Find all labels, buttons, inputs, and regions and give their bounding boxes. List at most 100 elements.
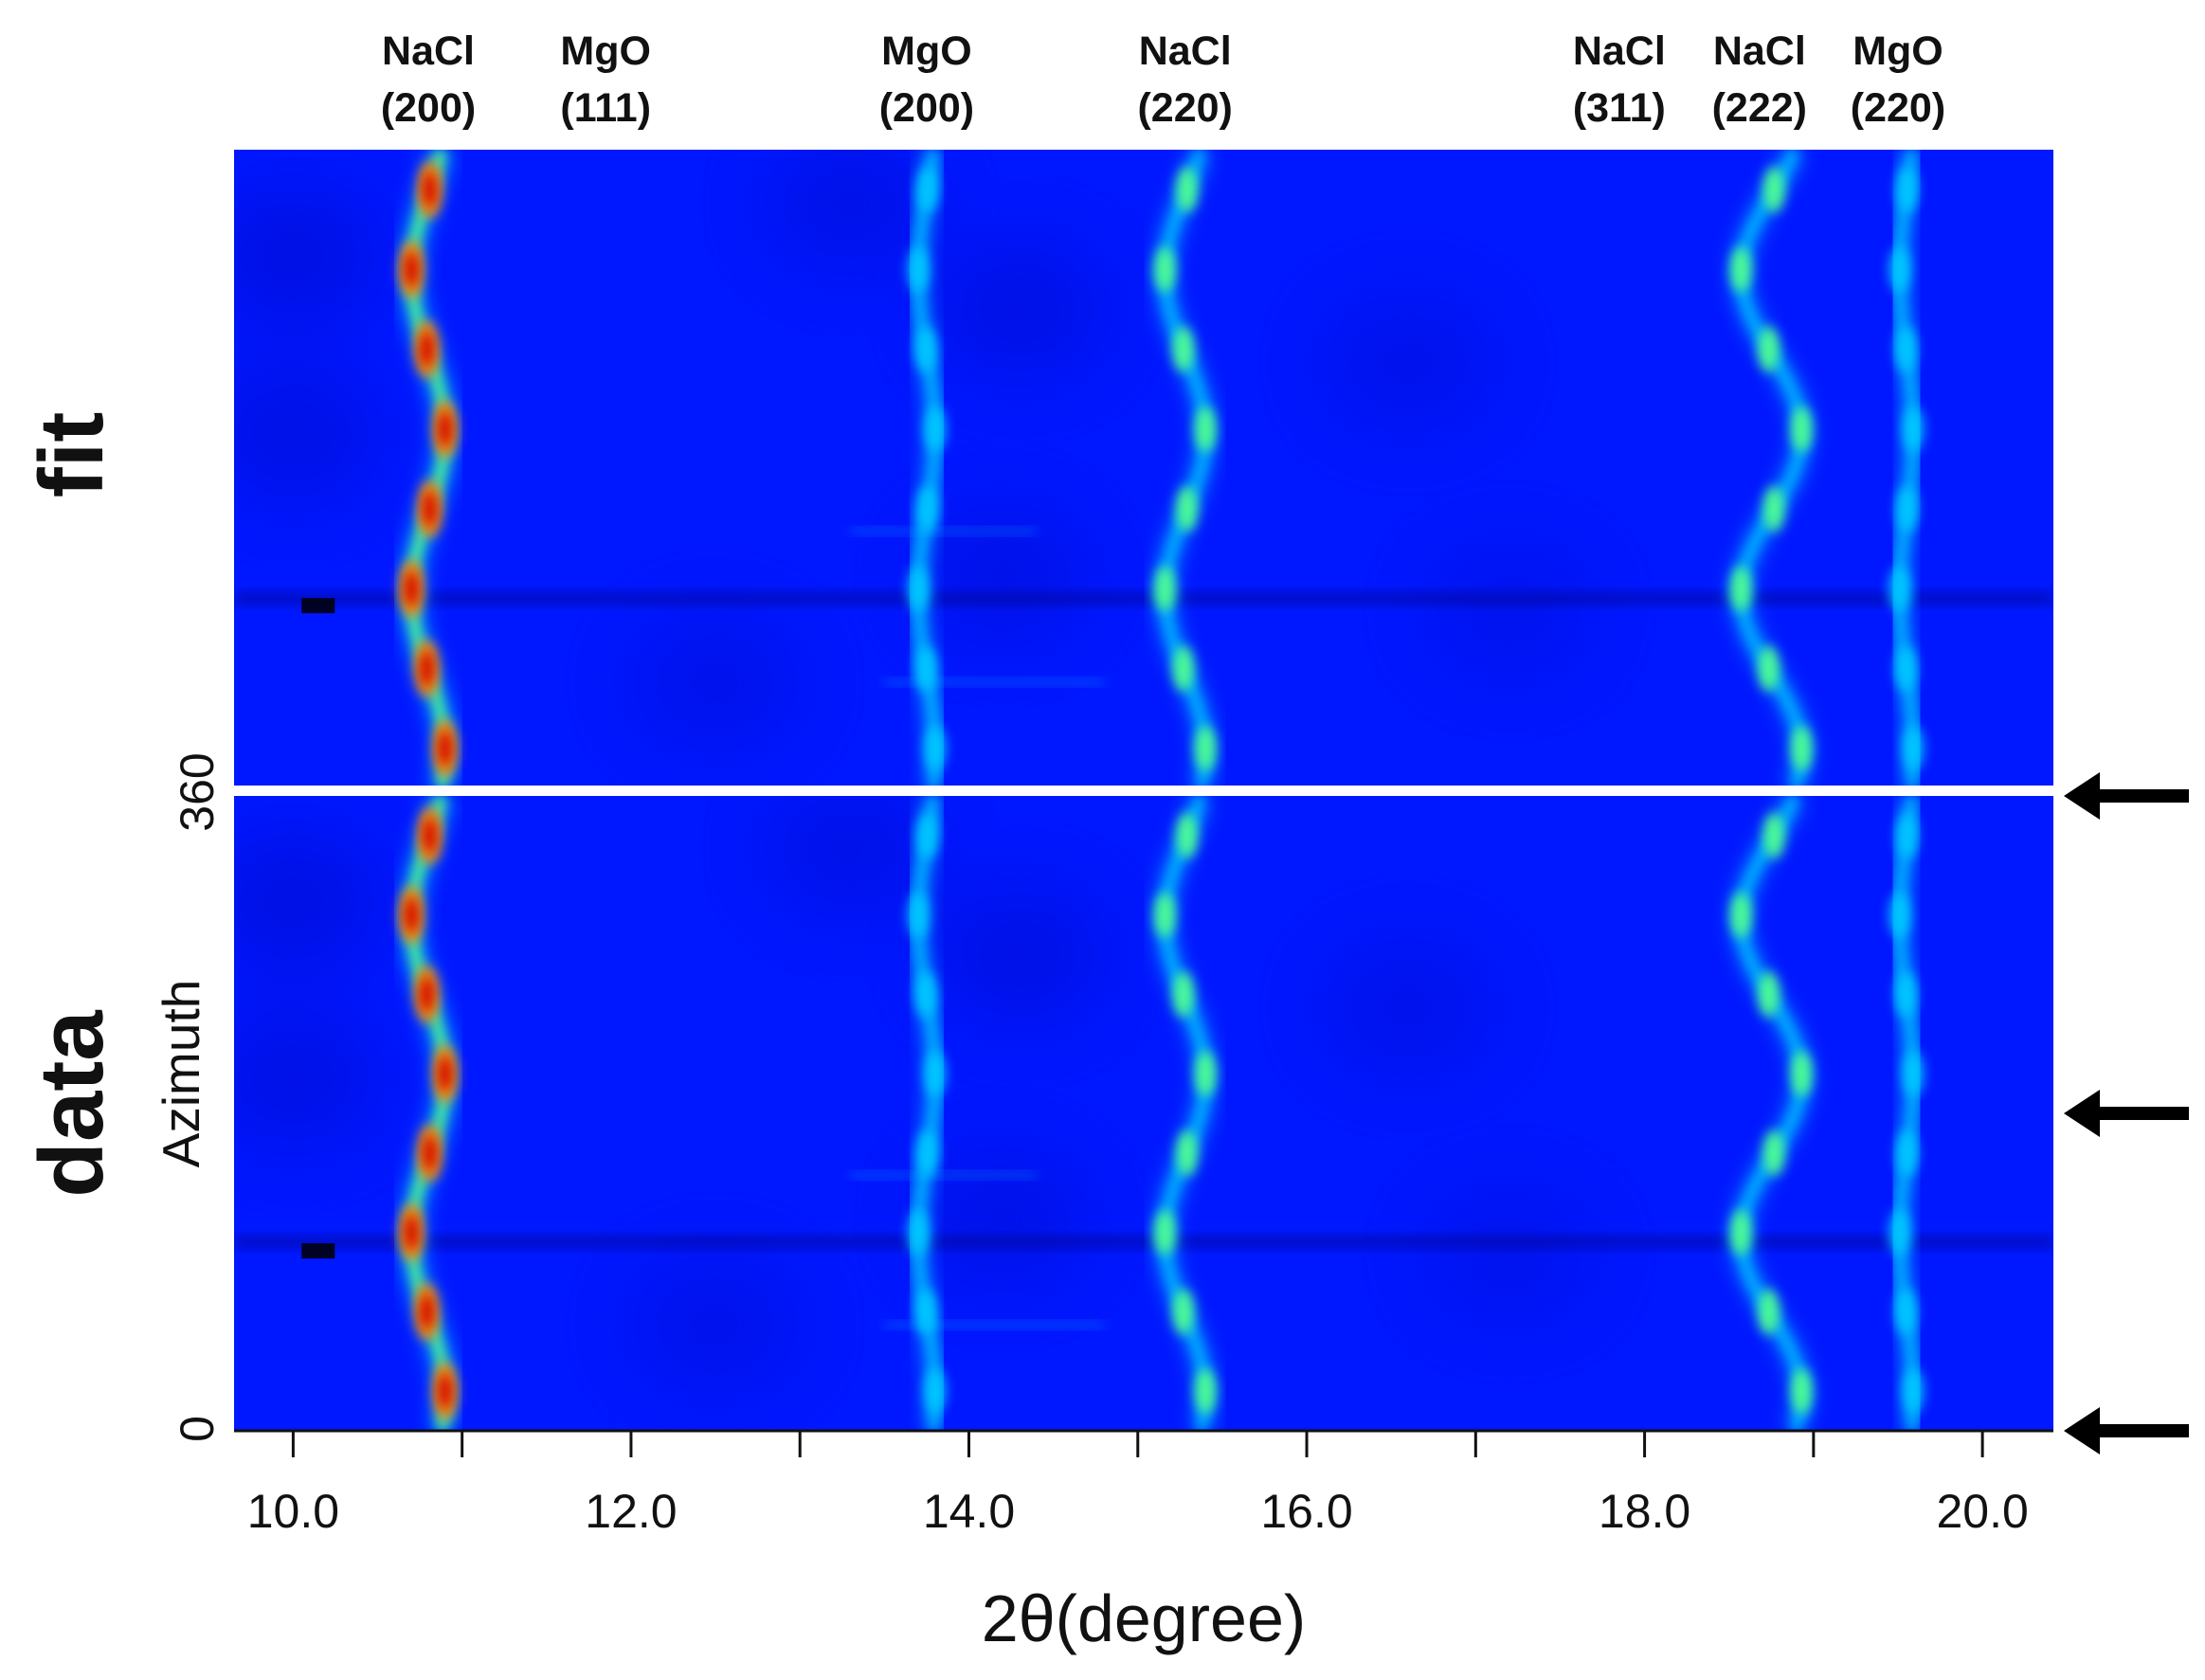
- peak-line-nacl-200: [396, 150, 461, 788]
- peak-hotspot: [1889, 246, 1910, 293]
- streak-1: [884, 678, 1105, 685]
- peak-labels: NaCl (200) MgO (111) MgO (200) NaCl (220) NaCl (3…: [381, 28, 1945, 131]
- x-tick-label-0: 10.0: [247, 1485, 339, 1538]
- peak-hotspot-core: [423, 1135, 437, 1170]
- peak-hotspot: [915, 1289, 937, 1335]
- peak-hotspot: [1791, 1368, 1813, 1415]
- background-shade-2: [765, 796, 936, 915]
- peak-hotspot: [1763, 486, 1785, 533]
- peak-hotspot: [1194, 406, 1216, 452]
- x-tick-label-2: 14.0: [923, 1485, 1015, 1538]
- data-panel-content: [234, 796, 2053, 1431]
- background-shade-5: [1322, 296, 1493, 429]
- peak-hotspot-core: [420, 332, 434, 367]
- peak-label-hkl-0: (200): [381, 85, 476, 131]
- peak-label-hkl-4: (311): [1573, 85, 1666, 131]
- peak-hotspot: [1176, 486, 1198, 533]
- background-shade-1: [234, 1011, 379, 1145]
- peak-hotspot: [1730, 1209, 1752, 1255]
- beamstop-marker: [301, 1243, 335, 1259]
- streak-1: [884, 1322, 1105, 1328]
- peak-hotspot: [1889, 1209, 1910, 1255]
- peak-hotspot: [915, 971, 937, 1018]
- peak-hotspot: [1758, 1289, 1780, 1335]
- arrow-0: [2064, 772, 2189, 820]
- peak-hotspot: [1889, 892, 1910, 938]
- peak-hotspot: [1730, 892, 1752, 938]
- peak-line-nacl-220: [1152, 150, 1219, 788]
- x-tick-label-5: 20.0: [1936, 1485, 2028, 1538]
- peak-line-nacl-222: [1728, 796, 1815, 1431]
- peak-label-phase-0: NaCl: [382, 28, 475, 74]
- peak-hotspot-core: [438, 731, 452, 766]
- peak-hotspot: [1758, 971, 1780, 1018]
- x-axis-title: 2θ(degree): [982, 1581, 1306, 1655]
- peak-label-phase-2: MgO: [881, 28, 972, 74]
- peak-label-hkl-3: (220): [1137, 85, 1232, 131]
- peak-hotspot: [1176, 812, 1198, 858]
- peak-label-hkl-1: (111): [560, 85, 651, 131]
- peak-hotspot: [1791, 406, 1813, 452]
- peak-hotspot: [924, 1368, 946, 1415]
- peak-hotspot: [1895, 645, 1917, 692]
- peak-label-phase-4: NaCl: [1573, 28, 1666, 74]
- peak-hotspot-core: [420, 977, 434, 1012]
- background-shade-2: [765, 150, 936, 270]
- background-shade-0: [234, 835, 379, 968]
- streak-0: [850, 528, 1037, 534]
- background-shade-6: [630, 615, 802, 749]
- background-shade-4: [917, 1152, 1089, 1286]
- peak-label-phase-3: NaCl: [1139, 28, 1232, 74]
- peak-hotspot-core: [420, 651, 434, 686]
- peak-hotspot: [1758, 645, 1780, 692]
- peak-hotspot: [1194, 725, 1216, 771]
- peak-hotspot: [1176, 1129, 1198, 1176]
- peak-hotspot: [1758, 326, 1780, 372]
- y-tick-label-360: 360: [171, 752, 224, 831]
- background-shade-1: [234, 367, 379, 500]
- peak-hotspot: [1154, 566, 1176, 612]
- peak-hotspot: [1791, 725, 1813, 771]
- peak-hotspot: [1896, 1129, 1918, 1176]
- peak-hotspot: [908, 1209, 930, 1255]
- peak-hotspot: [915, 326, 937, 372]
- arrow-1: [2064, 1090, 2189, 1137]
- peak-hotspot-core: [438, 411, 452, 446]
- peak-hotspot-core: [423, 492, 437, 527]
- peak-hotspot: [916, 486, 938, 533]
- x-tick-label-3: 16.0: [1260, 1485, 1352, 1538]
- peak-hotspot: [915, 645, 937, 692]
- peak-hotspot-core: [405, 571, 419, 606]
- background-shade-3: [933, 243, 1105, 376]
- background-shade-3: [933, 888, 1105, 1021]
- peak-hotspot: [924, 406, 946, 452]
- peak-line-nacl-222: [1728, 150, 1815, 788]
- peak-hotspot: [924, 725, 946, 771]
- peak-hotspot: [1903, 1368, 1925, 1415]
- arrow-2: [2064, 1407, 2189, 1454]
- peak-line-nacl-200: [396, 796, 461, 1431]
- peak-label-phase-6: MgO: [1853, 28, 1943, 74]
- peak-label-hkl-2: (200): [879, 85, 974, 131]
- peak-line-nacl-220: [1152, 796, 1219, 1431]
- peak-hotspot-core: [405, 1215, 419, 1250]
- background-shade-4: [917, 509, 1089, 642]
- peak-hotspot: [1895, 1289, 1917, 1335]
- peak-hotspot: [1176, 167, 1198, 213]
- peak-hotspot: [916, 167, 938, 213]
- peak-label-hkl-5: (222): [1712, 85, 1807, 131]
- background-shade-0: [234, 190, 379, 323]
- panel-separator-line: [234, 786, 2053, 794]
- peak-hotspot: [1763, 1129, 1785, 1176]
- background-shade-7: [1423, 1187, 1595, 1321]
- peak-hotspot: [1730, 566, 1752, 612]
- peak-hotspot: [908, 892, 930, 938]
- peak-hotspot-core: [405, 252, 419, 287]
- detector-gap-band: [234, 592, 2053, 605]
- peak-hotspot: [916, 812, 938, 858]
- panel-label-fit: fit: [21, 412, 122, 498]
- peak-hotspot: [1895, 971, 1917, 1018]
- fit-panel: [234, 150, 2053, 788]
- peak-hotspot: [1889, 566, 1910, 612]
- peak-hotspot-core: [405, 897, 419, 932]
